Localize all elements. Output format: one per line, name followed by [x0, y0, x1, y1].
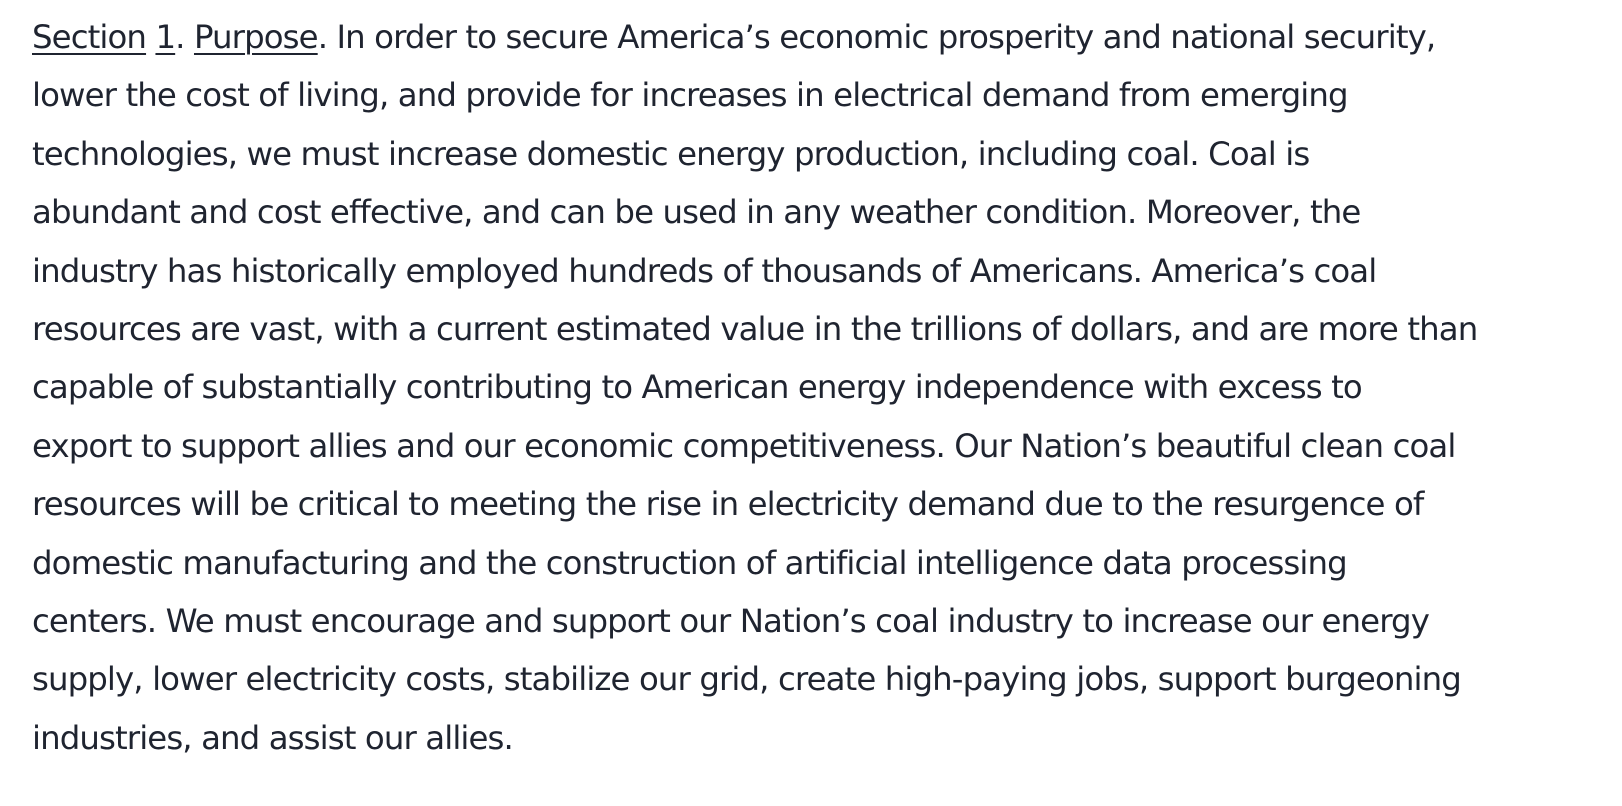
paragraph-line-10: domestic manufacturing and the construct… [32, 543, 1348, 582]
section-label: Section [32, 18, 147, 56]
paragraph-line-9: resources will be critical to meeting th… [32, 485, 1424, 524]
paragraph-line-1: Section 1. Purpose. In order to secure A… [32, 8, 1618, 66]
line-text: . In order to secure America’s economic … [317, 18, 1437, 56]
section-number: 1 [155, 18, 176, 56]
section-number-period: . [175, 18, 185, 56]
section-1-paragraph: Section 1. Purpose. In order to secure A… [32, 8, 1618, 767]
paragraph-line-5: industry has historically employed hundr… [32, 251, 1377, 290]
paragraph-line-8: export to support allies and our economi… [32, 426, 1456, 465]
section-title: Purpose [193, 18, 319, 56]
paragraph-line-4: abundant and cost effective, and can be … [32, 193, 1361, 232]
paragraph-line-3: technologies, we must increase domestic … [32, 134, 1310, 173]
paragraph-line-7: capable of substantially contributing to… [32, 368, 1363, 407]
paragraph-line-2: lower the cost of living, and provide fo… [32, 76, 1349, 115]
paragraph-line-13: industries, and assist our allies. [32, 718, 514, 757]
paragraph-line-6: resources are vast, with a current estim… [32, 310, 1478, 349]
paragraph-line-12: supply, lower electricity costs, stabili… [32, 660, 1462, 699]
paragraph-line-11: centers. We must encourage and support o… [32, 602, 1430, 641]
